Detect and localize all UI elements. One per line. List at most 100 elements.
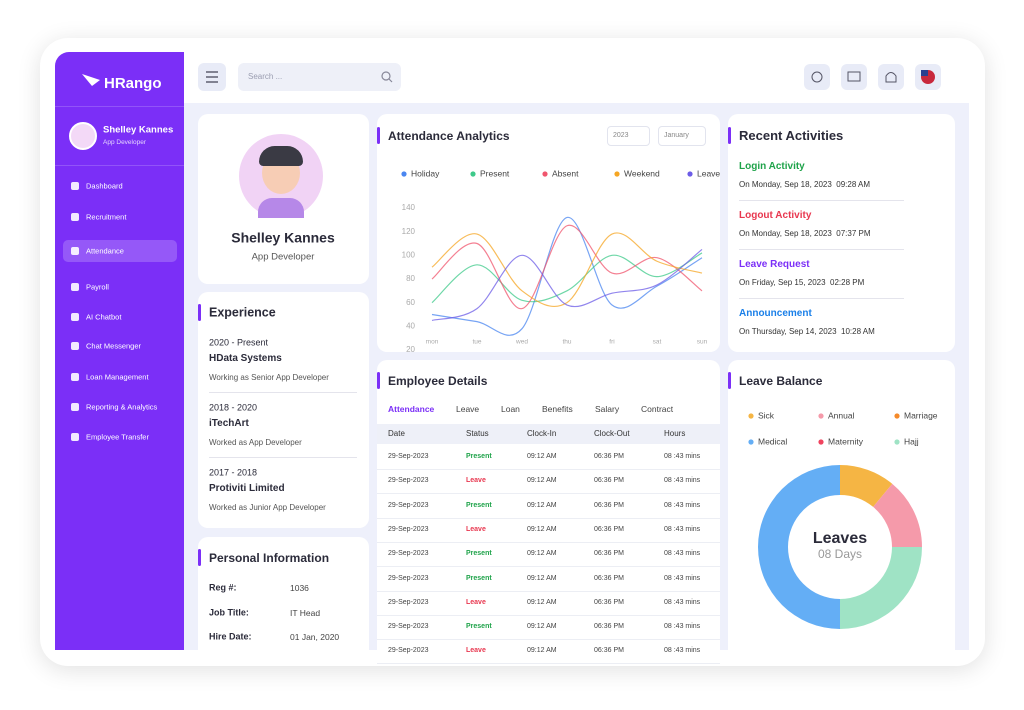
row-divider — [377, 541, 720, 543]
filter-label[interactable]: January — [664, 131, 689, 139]
menu-item[interactable]: Loan Management — [86, 372, 149, 382]
menu-active-bg — [63, 240, 177, 262]
menu-item[interactable]: Recruitment — [86, 212, 127, 222]
table-cell: 09:12 AM — [527, 452, 557, 460]
tab[interactable]: Contract — [641, 403, 674, 414]
menu-icon — [71, 213, 79, 221]
table-cell: Present — [466, 452, 492, 460]
tab[interactable]: Attendance — [388, 403, 435, 414]
avatar-body — [258, 198, 304, 218]
section-accent — [728, 127, 731, 144]
tab[interactable]: Salary — [595, 403, 620, 414]
table-cell: Present — [466, 574, 492, 582]
attendance-card — [377, 114, 720, 352]
search-box[interactable] — [238, 63, 401, 91]
activity-title: Announcement — [739, 308, 812, 319]
table-cell: 06:36 PM — [594, 598, 624, 606]
avatar-hair — [259, 146, 303, 166]
profile-name: Shelley Kannes — [231, 229, 335, 246]
tab[interactable]: Benefits — [542, 403, 573, 414]
table-cell: 06:36 PM — [594, 477, 624, 485]
mail-button[interactable] — [841, 64, 867, 90]
sidebar-user-role: App Developer — [103, 139, 146, 147]
table-cell: 29-Sep-2023 — [388, 598, 429, 606]
experience-period: 2017 - 2018 — [209, 467, 258, 478]
info-value: 1036 — [290, 582, 309, 593]
table-cell: 06:36 PM — [594, 501, 624, 509]
menu-icon — [71, 283, 79, 291]
table-cell: 29-Sep-2023 — [388, 549, 429, 557]
section-accent — [377, 127, 380, 144]
table-cell: 29-Sep-2023 — [388, 477, 429, 485]
section-accent — [377, 372, 380, 389]
section-accent — [728, 372, 731, 389]
table-cell: 09:12 AM — [527, 574, 557, 582]
table-cell: 09:12 AM — [527, 598, 557, 606]
search-placeholder: Search ... — [248, 72, 283, 82]
profile-role: App Developer — [251, 251, 315, 263]
table-cell: Present — [466, 622, 492, 630]
filter-dropdown[interactable] — [658, 126, 706, 146]
table-cell: 09:12 AM — [527, 525, 557, 533]
activity-date: On Monday, Sep 18, 2023 09:28 AM — [739, 180, 871, 190]
menu-item[interactable]: AI Chatbot — [86, 312, 122, 322]
divider — [739, 298, 904, 299]
sidebar-divider — [55, 165, 184, 166]
table-cell: 09:12 AM — [527, 647, 557, 655]
experience-card — [198, 292, 369, 528]
tab[interactable]: Leave — [456, 403, 480, 414]
menu-icon — [71, 182, 79, 190]
notification-button[interactable] — [878, 64, 904, 90]
menu-item[interactable]: Payroll — [86, 282, 109, 292]
info-label: Job Title: — [209, 607, 249, 618]
column-header: Clock-Out — [594, 429, 630, 439]
row-divider — [377, 517, 720, 519]
table-cell: 08 :43 mins — [664, 501, 701, 509]
info-value: IT Head — [290, 607, 321, 618]
table-cell: 06:36 PM — [594, 574, 624, 582]
experience-role: Working as Senior App Developer — [209, 373, 329, 383]
divider — [209, 392, 357, 393]
language-button[interactable] — [915, 64, 941, 90]
table-cell: 08 :43 mins — [664, 598, 701, 606]
table-header-row — [377, 424, 720, 444]
experience-company: HData Systems — [209, 353, 282, 364]
activity-date: On Monday, Sep 18, 2023 07:37 PM — [739, 229, 871, 239]
activity-title: Logout Activity — [739, 210, 812, 221]
table-cell: 06:36 PM — [594, 622, 624, 630]
menu-item[interactable]: Dashboard — [86, 181, 123, 191]
menu-item[interactable]: Attendance — [86, 246, 124, 256]
menu-item[interactable]: Reporting & Analytics — [86, 402, 158, 412]
table-cell: 06:36 PM — [594, 647, 624, 655]
menu-item[interactable]: Employee Transfer — [86, 432, 149, 442]
activity-title: Login Activity — [739, 161, 805, 172]
table-cell: 09:12 AM — [527, 622, 557, 630]
menu-item[interactable]: Chat Messenger — [86, 341, 142, 351]
table-cell: 29-Sep-2023 — [388, 647, 429, 655]
experience-company: Protiviti Limited — [209, 483, 285, 494]
filter-label[interactable]: 2023 — [613, 131, 629, 139]
table-cell: 29-Sep-2023 — [388, 622, 429, 630]
recent-title: Recent Activities — [739, 128, 844, 144]
activity-date: On Thursday, Sep 14, 2023 10:28 AM — [739, 327, 875, 337]
menu-icon — [71, 247, 79, 255]
table-cell: 09:12 AM — [527, 549, 557, 557]
experience-period: 2018 - 2020 — [209, 402, 258, 413]
filter-dropdown[interactable] — [607, 126, 650, 146]
row-divider — [377, 469, 720, 470]
tab[interactable]: Loan — [501, 403, 520, 414]
theme-button[interactable] — [804, 64, 830, 90]
table-cell: 29-Sep-2023 — [388, 452, 429, 460]
table-cell: 08 :43 mins — [664, 452, 701, 460]
table-cell: 06:36 PM — [594, 549, 624, 557]
leave-card — [728, 360, 955, 650]
menu-button[interactable] — [198, 63, 226, 91]
logo[interactable]: HRango — [104, 75, 162, 92]
experience-company: iTechArt — [209, 418, 249, 429]
table-cell: Leave — [466, 598, 486, 606]
info-value: 01 Jan, 2020 — [290, 631, 340, 642]
table-cell: 29-Sep-2023 — [388, 525, 429, 533]
column-header: Hours — [664, 429, 686, 439]
table-cell: Leave — [466, 477, 486, 485]
